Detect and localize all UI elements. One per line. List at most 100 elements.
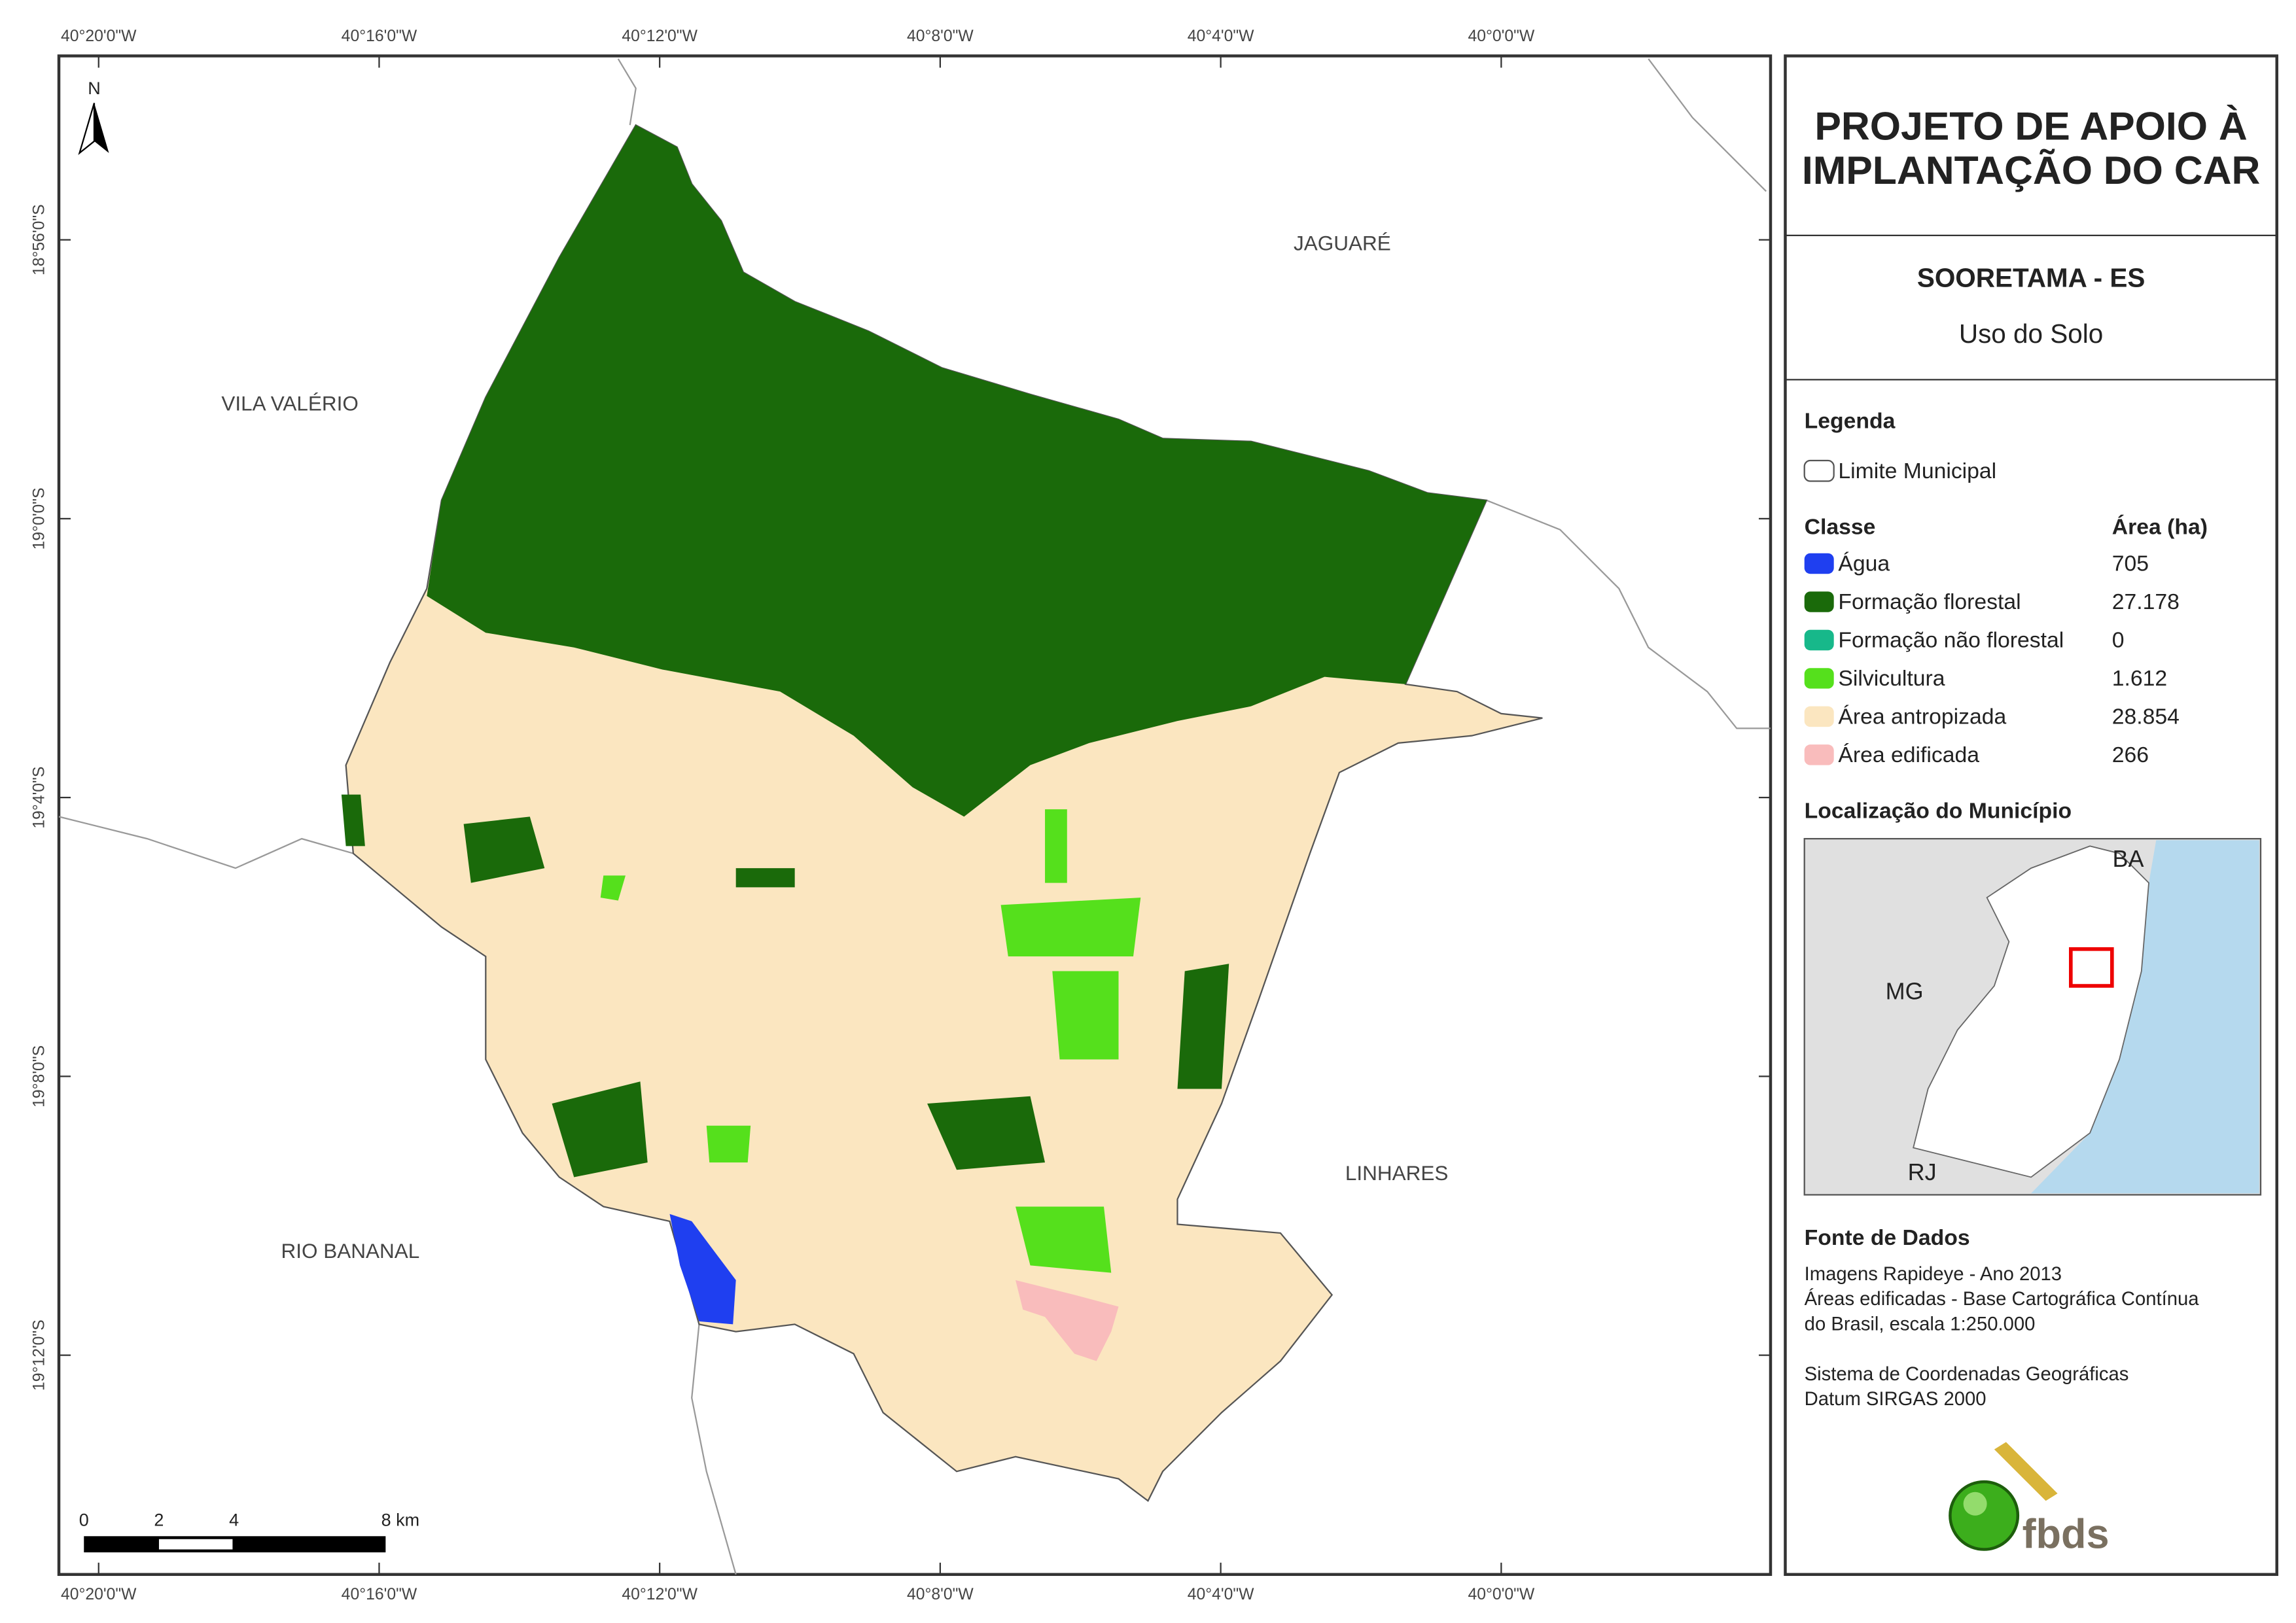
source-line: Imagens Rapideye - Ano 2013 (1805, 1264, 2062, 1285)
forest-patch (341, 794, 365, 846)
logo-circle (1949, 1480, 2020, 1551)
locator-label: MG (1886, 977, 1924, 1004)
latitude-label: 19°8'0"S (31, 1045, 48, 1108)
longitude-label: 40°12'0"W (622, 1586, 698, 1603)
class-area: 1.612 (2112, 666, 2167, 691)
class-name: Silvicultura (1838, 666, 1945, 691)
place-label: VILA VALÉRIO (221, 392, 358, 415)
boundary-line (1486, 499, 1771, 729)
class-area: 28.854 (2112, 705, 2180, 729)
logo-text: fbds (2022, 1511, 2110, 1557)
locator-ocean (2031, 840, 2259, 1194)
longitude-label: 40°12'0"W (622, 27, 698, 45)
longitude-label: 40°0'0"W (1468, 1586, 1534, 1603)
class-area: 705 (2112, 551, 2149, 576)
locator-highlight (2069, 947, 2114, 988)
scale-segment (158, 1539, 233, 1550)
place-label: RIO BANANAL (281, 1239, 420, 1263)
scale-label: 4 (229, 1510, 239, 1530)
panel-frame (1784, 54, 2278, 1577)
locator-state (1913, 845, 2149, 1178)
logo: fbds (1949, 1442, 2110, 1557)
longitude-label: 40°0'0"W (1468, 27, 1534, 45)
scale-label: 2 (154, 1510, 164, 1530)
class-name: Água (1838, 551, 1890, 576)
class-area: 266 (2112, 742, 2149, 767)
forest-patch (463, 816, 545, 883)
silviculture-patches (600, 809, 1141, 1273)
class-area: 0 (2112, 628, 2125, 653)
locator-label: BA (2113, 845, 2144, 872)
class-name: Área antropizada (1838, 705, 2006, 729)
silviculture-patch (706, 1125, 751, 1162)
longitude-label: 40°8'0"W (907, 27, 974, 45)
longitude-label: 40°20'0"W (61, 27, 137, 45)
class-swatch (1804, 706, 1834, 727)
longitude-label: 40°20'0"W (61, 1586, 137, 1603)
longitude-label: 40°4'0"W (1188, 27, 1254, 45)
class-name: Formação florestal (1838, 589, 2021, 614)
latitude-label: 19°0'0"S (31, 487, 48, 550)
legend-classes: Água 705 Formação florestal 27.178 Formação … (1804, 551, 2180, 767)
scale-segment (84, 1536, 386, 1553)
theme: Uso do Solo (1959, 319, 2103, 349)
silviculture-patch (1045, 809, 1067, 883)
silviculture-patch (1000, 898, 1141, 957)
source-line: do Brasil, escala 1:250.000 (1805, 1314, 2036, 1335)
class-swatch (1804, 591, 1834, 612)
place-label: JAGUARÉ (1294, 231, 1391, 254)
longitude-label: 40°4'0"W (1188, 1586, 1254, 1603)
latitude-label: 19°12'0"S (31, 1319, 48, 1391)
boundary-label: Limite Municipal (1838, 459, 1996, 483)
latitude-label: 18°56'0"S (31, 204, 48, 275)
legend-title: Legenda (1805, 409, 1896, 434)
logo-bar (1994, 1442, 2058, 1501)
sources-title: Fonte de Dados (1805, 1225, 1970, 1250)
locator-label: RJ (1908, 1159, 1937, 1185)
longitude-label: 40°16'0"W (342, 1586, 417, 1603)
location-title: Localização do Município (1805, 799, 2072, 824)
locator-map: BA MG RJ (1803, 837, 2262, 1196)
class-name: Formação não florestal (1838, 628, 2064, 653)
logo-highlight (1963, 1492, 1987, 1516)
class-swatch (1804, 629, 1834, 651)
forest-patch (927, 1096, 1046, 1170)
subtitle: SOORETAMA - ES (1917, 263, 2145, 293)
title-line: PROJETO DE APOIO À (1814, 104, 2247, 148)
scale-label: 0 (79, 1510, 89, 1530)
north-label: N (88, 79, 101, 98)
neighbor-boundaries (58, 58, 1771, 1575)
forest-patches (341, 794, 1229, 1178)
urban-area (1016, 1280, 1119, 1361)
boundary-line (1648, 58, 1767, 192)
forest-patch (552, 1081, 648, 1178)
boundary-line (58, 816, 354, 869)
scale-bar: 0 2 4 8 km (79, 1510, 419, 1553)
graticule: 40°20'0"W 40°20'0"W 40°16'0"W 40°16'0"W 40°1… (31, 27, 1771, 1603)
forest-patch (735, 868, 795, 888)
forest-area (427, 125, 1487, 817)
title-line: IMPLANTAÇÃO DO CAR (1802, 148, 2260, 192)
silviculture-patch (1016, 1206, 1112, 1273)
class-area: 27.178 (2112, 589, 2180, 614)
latitude-label: 19°4'0"S (31, 767, 48, 829)
silviculture-patch (600, 875, 626, 901)
boundary-swatch (1803, 459, 1835, 482)
class-swatch (1804, 553, 1834, 574)
class-swatch (1804, 668, 1834, 689)
longitude-label: 40°8'0"W (907, 1586, 974, 1603)
scale-label: 8 km (381, 1510, 419, 1530)
north-arrow (94, 103, 109, 153)
lake (669, 1213, 736, 1325)
boundary-line (691, 1324, 737, 1575)
north-arrow (78, 103, 96, 156)
place-label: LINHARES (1345, 1161, 1448, 1185)
forest-patch (1177, 964, 1229, 1089)
class-name: Área edificada (1838, 742, 1979, 767)
class-header: Classe (1805, 515, 1876, 540)
longitude-label: 40°16'0"W (342, 27, 417, 45)
boundary-line (617, 58, 637, 126)
source-line: Datum SIRGAS 2000 (1805, 1389, 1987, 1410)
